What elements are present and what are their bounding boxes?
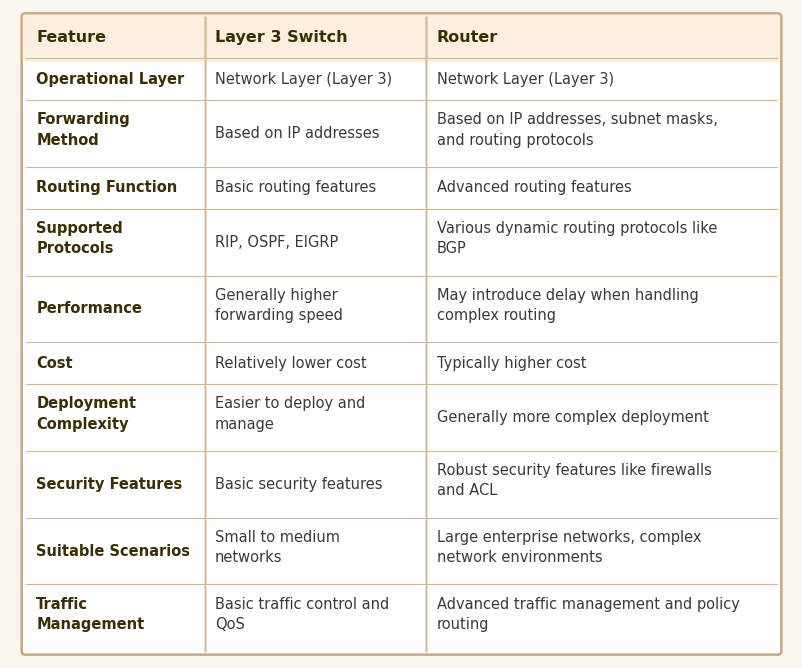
Text: Layer 3 Switch: Layer 3 Switch xyxy=(215,30,347,45)
Text: Various dynamic routing protocols like
BGP: Various dynamic routing protocols like B… xyxy=(436,220,716,256)
Text: Network Layer (Layer 3): Network Layer (Layer 3) xyxy=(215,72,391,87)
Text: Advanced traffic management and policy
routing: Advanced traffic management and policy r… xyxy=(436,597,739,632)
Text: Generally higher
forwarding speed: Generally higher forwarding speed xyxy=(215,287,342,323)
Text: Feature: Feature xyxy=(36,30,106,45)
Text: Basic security features: Basic security features xyxy=(215,477,382,492)
Text: Small to medium
networks: Small to medium networks xyxy=(215,530,339,565)
Text: Relatively lower cost: Relatively lower cost xyxy=(215,356,367,371)
Text: Deployment
Complexity: Deployment Complexity xyxy=(36,396,136,432)
Text: Router: Router xyxy=(436,30,497,45)
Text: May introduce delay when handling
complex routing: May introduce delay when handling comple… xyxy=(436,287,698,323)
Text: Robust security features like firewalls
and ACL: Robust security features like firewalls … xyxy=(436,463,711,498)
Text: Supported
Protocols: Supported Protocols xyxy=(36,220,123,256)
Text: Traffic
Management: Traffic Management xyxy=(36,597,144,632)
Text: Security Features: Security Features xyxy=(36,477,182,492)
Text: Based on IP addresses, subnet masks,
and routing protocols: Based on IP addresses, subnet masks, and… xyxy=(436,112,717,148)
Text: Operational Layer: Operational Layer xyxy=(36,72,184,87)
Text: Generally more complex deployment: Generally more complex deployment xyxy=(436,410,707,425)
Text: Typically higher cost: Typically higher cost xyxy=(436,356,585,371)
Text: Network Layer (Layer 3): Network Layer (Layer 3) xyxy=(436,72,613,87)
Text: Cost: Cost xyxy=(36,356,73,371)
Text: Basic traffic control and
QoS: Basic traffic control and QoS xyxy=(215,597,389,632)
Text: Based on IP addresses: Based on IP addresses xyxy=(215,126,379,141)
Text: Advanced routing features: Advanced routing features xyxy=(436,180,630,195)
Text: Basic routing features: Basic routing features xyxy=(215,180,376,195)
Text: Performance: Performance xyxy=(36,301,142,317)
Text: Suitable Scenarios: Suitable Scenarios xyxy=(36,544,190,558)
Text: Easier to deploy and
manage: Easier to deploy and manage xyxy=(215,396,365,432)
FancyBboxPatch shape xyxy=(22,13,780,61)
Text: RIP, OSPF, EIGRP: RIP, OSPF, EIGRP xyxy=(215,234,338,250)
Text: Routing Function: Routing Function xyxy=(36,180,177,195)
Text: Forwarding
Method: Forwarding Method xyxy=(36,112,130,148)
FancyBboxPatch shape xyxy=(22,13,780,655)
Text: Large enterprise networks, complex
network environments: Large enterprise networks, complex netwo… xyxy=(436,530,700,565)
